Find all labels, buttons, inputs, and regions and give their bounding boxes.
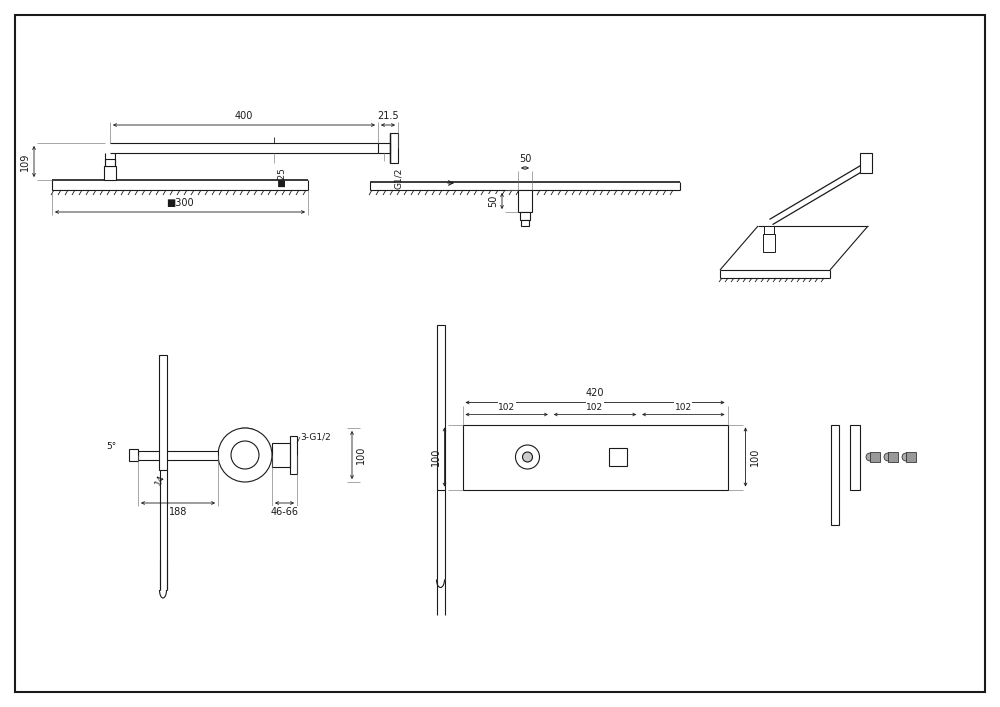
Text: 5°: 5°	[106, 442, 116, 451]
Text: 14: 14	[154, 473, 166, 487]
Text: 50: 50	[519, 154, 531, 164]
Circle shape	[884, 453, 892, 461]
Circle shape	[516, 445, 540, 469]
Text: 100: 100	[356, 446, 366, 464]
Bar	[906, 452, 916, 462]
Bar	[159, 355, 167, 470]
Bar	[870, 452, 880, 462]
Bar	[105, 159, 115, 166]
Bar	[764, 226, 774, 234]
Wedge shape	[240, 428, 254, 455]
Bar	[888, 452, 898, 462]
Text: 3-G1/2: 3-G1/2	[300, 433, 331, 441]
Text: 400: 400	[235, 111, 253, 121]
Bar	[521, 220, 529, 226]
Text: 109: 109	[20, 152, 30, 170]
Circle shape	[218, 428, 272, 482]
Bar	[290, 436, 297, 474]
Bar	[378, 143, 390, 153]
Bar	[390, 133, 398, 163]
Text: 50: 50	[488, 195, 498, 207]
Circle shape	[522, 452, 532, 462]
Text: 188: 188	[169, 507, 187, 517]
Bar	[831, 424, 839, 525]
Circle shape	[902, 453, 910, 461]
Bar	[850, 424, 860, 489]
Bar	[138, 450, 218, 460]
Text: 100: 100	[750, 448, 760, 466]
Text: 102: 102	[586, 402, 604, 411]
Text: 420: 420	[586, 389, 604, 399]
Text: ■25: ■25	[278, 167, 287, 187]
Bar	[608, 448, 626, 466]
Bar	[860, 153, 872, 173]
Bar	[518, 190, 532, 212]
Text: 102: 102	[675, 402, 692, 411]
Bar	[462, 424, 728, 489]
Text: G1/2: G1/2	[394, 168, 403, 189]
Bar	[763, 234, 775, 252]
Circle shape	[866, 453, 874, 461]
Bar	[104, 166, 116, 180]
Bar	[129, 449, 138, 461]
Bar	[436, 325, 444, 489]
Text: 102: 102	[498, 402, 515, 411]
Bar	[272, 443, 290, 467]
Text: ■300: ■300	[166, 198, 194, 208]
Text: 100: 100	[430, 448, 440, 466]
Bar	[520, 212, 530, 220]
Text: 21.5: 21.5	[377, 111, 399, 121]
Text: 46-66: 46-66	[270, 507, 298, 517]
